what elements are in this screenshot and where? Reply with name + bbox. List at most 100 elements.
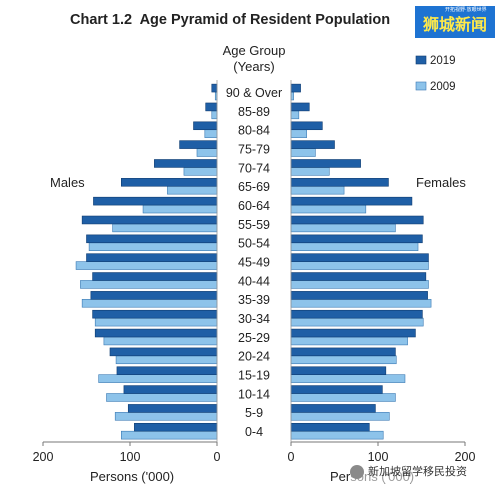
age-label-80-84: 80-84 (238, 124, 270, 138)
age-label-55-59: 55-59 (238, 218, 270, 232)
age-label-20-24: 20-24 (238, 350, 270, 364)
legend-swatch-2009 (415, 81, 427, 91)
bar-female-2009-35-39 (290, 299, 432, 308)
age-label-25-29: 25-29 (238, 331, 270, 345)
bar-female-2019-50-54 (290, 234, 423, 244)
bar-female-2019-20-24 (290, 347, 396, 357)
age-labels: 0-4 5-9 10-14 15-19 20-24 25-29 30-34 35-39 40-4… (226, 86, 282, 439)
bar-male-2009-5-9 (114, 412, 218, 421)
bar-male-2009-80-84 (204, 129, 218, 138)
bar-female-2019-80-84 (290, 121, 323, 131)
bar-male-2019-5-9 (127, 404, 218, 413)
bar-male-2009-10-14 (106, 393, 218, 402)
age-label-85-89: 85-89 (238, 105, 270, 119)
chart-title: Chart 1.2 Age Pyramid of Resident Popula… (70, 12, 390, 28)
age-label-65-69: 65-69 (238, 180, 270, 194)
female-bars (290, 83, 432, 440)
bar-female-2009-85-89 (290, 110, 300, 120)
bar-female-2019-55-59 (290, 215, 424, 225)
age-label-75-79: 75-79 (238, 142, 270, 156)
bar-female-2009-50-54 (290, 242, 419, 251)
bar-male-2009-45-49 (75, 261, 218, 270)
females-label: Females (416, 175, 466, 190)
age-label-0-4: 0-4 (245, 425, 263, 439)
bar-male-2019-25-29 (94, 328, 218, 338)
bar-female-2019-35-39 (290, 291, 428, 300)
bar-male-2009-20-24 (115, 355, 218, 365)
bar-female-2019-60-64 (290, 196, 413, 206)
bar-female-2019-15-19 (290, 366, 387, 375)
bar-male-2009-75-79 (196, 148, 218, 157)
bar-female-2009-20-24 (290, 355, 397, 365)
bar-male-2009-85-89 (211, 110, 218, 120)
tick-left-0-label: 0 (214, 450, 221, 464)
bar-male-2019-30-34 (92, 309, 218, 319)
bar-female-2019-45-49 (290, 253, 429, 262)
bar-male-2019-60-64 (93, 196, 218, 206)
legend: 2019 2009 (415, 55, 456, 93)
bar-male-2009-70-74 (183, 167, 218, 176)
bar-female-2019-10-14 (290, 385, 383, 394)
age-label-5-9: 5-9 (245, 406, 263, 420)
watermark-badge: 开拓视野·放眼世界 狮城新闻 (415, 6, 495, 38)
bar-female-2009-0-4 (290, 430, 384, 440)
bar-male-2019-15-19 (116, 366, 218, 375)
age-group-unit-label: (Years) (233, 59, 274, 74)
watermark-footer: 新加坡留学移民投资 (350, 461, 469, 483)
bar-male-2009-55-59 (112, 223, 218, 233)
bar-female-2019-85-89 (290, 102, 310, 112)
age-group-label: Age Group (223, 43, 286, 58)
watermark-badge-text: 狮城新闻 (422, 15, 487, 34)
bar-female-2009-15-19 (290, 374, 406, 383)
age-label-70-74: 70-74 (238, 161, 270, 175)
age-label-60-64: 60-64 (238, 199, 270, 213)
bar-male-2019-10-14 (123, 385, 218, 394)
bar-male-2019-65-69 (121, 178, 218, 187)
bar-male-2009-50-54 (88, 242, 218, 251)
bar-male-2009-40-44 (80, 280, 218, 289)
bar-male-2019-0-4 (134, 422, 218, 432)
bar-male-2009-60-64 (142, 204, 218, 214)
bar-female-2009-5-9 (290, 412, 390, 421)
bar-female-2009-40-44 (290, 280, 429, 289)
bar-female-2009-55-59 (290, 223, 396, 233)
bar-male-2009-65-69 (167, 185, 218, 195)
bar-male-2019-75-79 (179, 140, 218, 149)
tick-left-100-label: 100 (120, 450, 141, 464)
bar-female-2019-0-4 (290, 422, 370, 432)
bar-female-2009-60-64 (290, 204, 367, 214)
bar-female-2009-65-69 (290, 185, 345, 195)
axis-ticks: 200 100 0 0 100 200 (33, 442, 475, 464)
watermark-badge-tagline: 开拓视野·放眼世界 (445, 7, 487, 13)
bar-male-2019-80-84 (193, 121, 218, 131)
bar-male-2009-15-19 (98, 374, 218, 383)
male-bars (75, 83, 218, 440)
bar-female-2019-25-29 (290, 328, 416, 338)
watermark-footer-text: 新加坡留学移民投资 (368, 465, 467, 478)
age-label-35-39: 35-39 (238, 293, 270, 307)
bar-female-2009-70-74 (290, 167, 330, 176)
bar-male-2019-55-59 (81, 215, 218, 225)
bar-female-2009-30-34 (290, 317, 424, 327)
tick-left-200-label: 200 (33, 450, 54, 464)
bar-female-2019-75-79 (290, 140, 335, 149)
tick-right-100-label: 100 (368, 450, 389, 464)
bar-male-2019-40-44 (92, 272, 218, 281)
bar-female-2019-65-69 (290, 178, 389, 187)
bar-male-2019-90-over (211, 83, 218, 93)
x-axis-label-left: Persons ('000) (90, 469, 174, 484)
legend-swatch-2019 (415, 55, 427, 65)
bar-male-2009-30-34 (94, 317, 218, 327)
bar-female-2019-90-over (290, 83, 301, 93)
bar-male-2009-25-29 (103, 336, 218, 346)
legend-label-2009: 2009 (430, 81, 456, 93)
age-label-45-49: 45-49 (238, 256, 270, 270)
bar-female-2019-30-34 (290, 309, 423, 319)
age-label-30-34: 30-34 (238, 312, 270, 326)
bar-male-2019-50-54 (86, 234, 218, 244)
age-label-50-54: 50-54 (238, 237, 270, 251)
bar-male-2009-35-39 (81, 299, 218, 308)
bar-male-2019-35-39 (90, 291, 218, 300)
bar-female-2019-70-74 (290, 159, 361, 168)
